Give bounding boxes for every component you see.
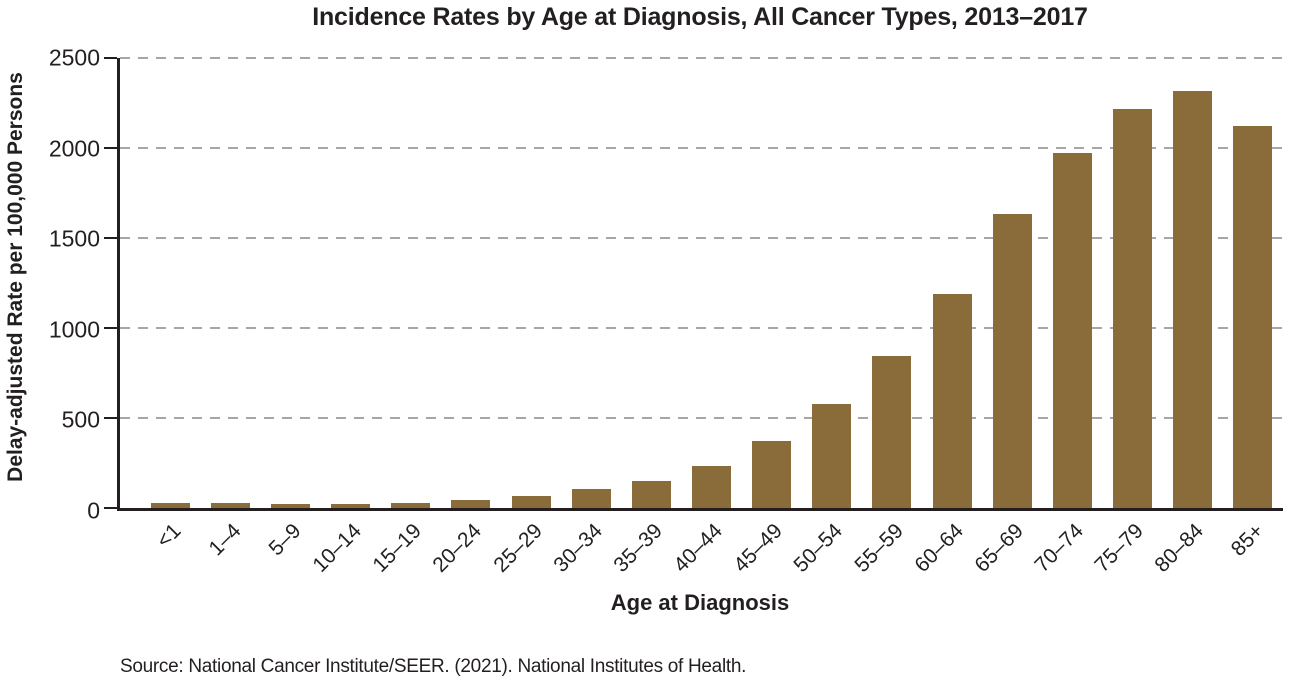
y-tick-mark xyxy=(104,417,117,419)
bar-slot: 20–24 xyxy=(429,58,501,577)
gridline xyxy=(120,57,1283,59)
y-tick-label: 2000 xyxy=(48,135,100,162)
bar-55–59 xyxy=(872,355,912,508)
bar-slot: 65–69 xyxy=(970,58,1042,577)
bar-slot: 15–19 xyxy=(369,58,441,577)
bar-slot: 40–44 xyxy=(669,58,741,577)
bar-<1 xyxy=(150,502,190,508)
bar-30–34 xyxy=(571,489,611,508)
gridline xyxy=(120,237,1283,239)
x-axis-title: Age at Diagnosis xyxy=(610,590,790,615)
bar-slot: 25–29 xyxy=(489,58,561,577)
x-tick-label: <1 xyxy=(152,519,186,553)
y-tick-mark xyxy=(104,57,117,59)
y-tick-label: 500 xyxy=(61,406,100,433)
x-tick-label: 5–9 xyxy=(264,519,306,561)
plot-area: <1 1–4 5–9 10–14 15–19 20–24 25–29 30–34 35–39 40… xyxy=(104,57,1283,577)
bar-75–79 xyxy=(1113,109,1153,508)
x-tick-label: 85+ xyxy=(1226,519,1269,561)
x-tick-label: 35–39 xyxy=(609,519,667,577)
bar-80–84 xyxy=(1173,91,1213,508)
bar-slot: 80–84 xyxy=(1151,58,1223,577)
bar-45–49 xyxy=(752,441,792,508)
x-tick-label: 40–44 xyxy=(669,519,728,577)
gridline xyxy=(120,327,1283,329)
bar-slot: 50–54 xyxy=(790,58,862,577)
x-tick-label: 75–79 xyxy=(1090,519,1149,577)
bar-35–39 xyxy=(631,481,671,508)
y-tick-mark xyxy=(104,507,117,509)
bar-slot: 45–49 xyxy=(730,58,802,577)
x-tick-label: 10–14 xyxy=(308,519,367,577)
bar-slot: 70–74 xyxy=(1030,58,1102,577)
bar-1–4 xyxy=(210,502,250,508)
bar-70–74 xyxy=(1052,153,1092,508)
y-tick-mark xyxy=(104,147,117,149)
bar-slot: 75–79 xyxy=(1091,58,1163,577)
bars: <1 1–4 5–9 10–14 15–19 20–24 25–29 30–34 35–39 40… xyxy=(120,58,1283,577)
bar-15–19 xyxy=(391,502,431,508)
bar-5–9 xyxy=(270,504,310,508)
x-tick-label: 70–74 xyxy=(1030,519,1088,577)
bar-slot: 60–64 xyxy=(910,58,982,577)
bar-60–64 xyxy=(932,293,972,508)
x-tick-label: 30–34 xyxy=(549,519,607,577)
source-note: Source: National Cancer Institute/SEER. … xyxy=(120,656,747,677)
bar-20–24 xyxy=(451,499,491,508)
bar-10–14 xyxy=(331,504,371,508)
x-tick-label: 15–19 xyxy=(368,519,427,577)
bar-slot: 30–34 xyxy=(549,58,621,577)
bar-slot: 85+ xyxy=(1223,58,1283,561)
bar-slot: 10–14 xyxy=(309,58,380,577)
y-tick-label: 1000 xyxy=(48,316,100,343)
y-tick-label: 1500 xyxy=(48,225,100,252)
bar-slot: 5–9 xyxy=(260,58,320,560)
x-tick-label: 55–59 xyxy=(849,519,908,577)
bar-slot: 55–59 xyxy=(850,58,922,577)
gridline xyxy=(120,147,1283,149)
y-tick-mark xyxy=(104,327,117,329)
chart-title: Incidence Rates by Age at Diagnosis, All… xyxy=(312,3,1088,31)
y-axis-labels: 0 500 1000 1500 2000 2500 xyxy=(0,46,100,522)
y-tick-label: 2500 xyxy=(48,44,100,71)
y-tick-label: 0 xyxy=(87,497,100,524)
bar-slot: 1–4 xyxy=(200,58,260,560)
x-tick-label: 80–84 xyxy=(1150,519,1209,577)
y-tick-mark xyxy=(104,237,117,239)
x-tick-label: 45–49 xyxy=(729,519,788,577)
bar-65–69 xyxy=(992,213,1032,508)
bar-slot: <1 xyxy=(140,58,200,552)
bar-85+ xyxy=(1233,126,1273,508)
bar-slot: 35–39 xyxy=(609,58,681,577)
x-tick-label: 60–64 xyxy=(910,519,968,577)
bar-40–44 xyxy=(691,465,731,508)
gridline xyxy=(120,417,1283,419)
bar-50–54 xyxy=(812,403,852,508)
x-tick-label: 1–4 xyxy=(204,519,246,561)
x-tick-label: 65–69 xyxy=(970,519,1028,577)
x-tick-label: 25–29 xyxy=(489,519,547,577)
x-tick-label: 50–54 xyxy=(789,519,848,577)
x-tick-label: 20–24 xyxy=(428,519,487,577)
bar-25–29 xyxy=(511,496,551,508)
